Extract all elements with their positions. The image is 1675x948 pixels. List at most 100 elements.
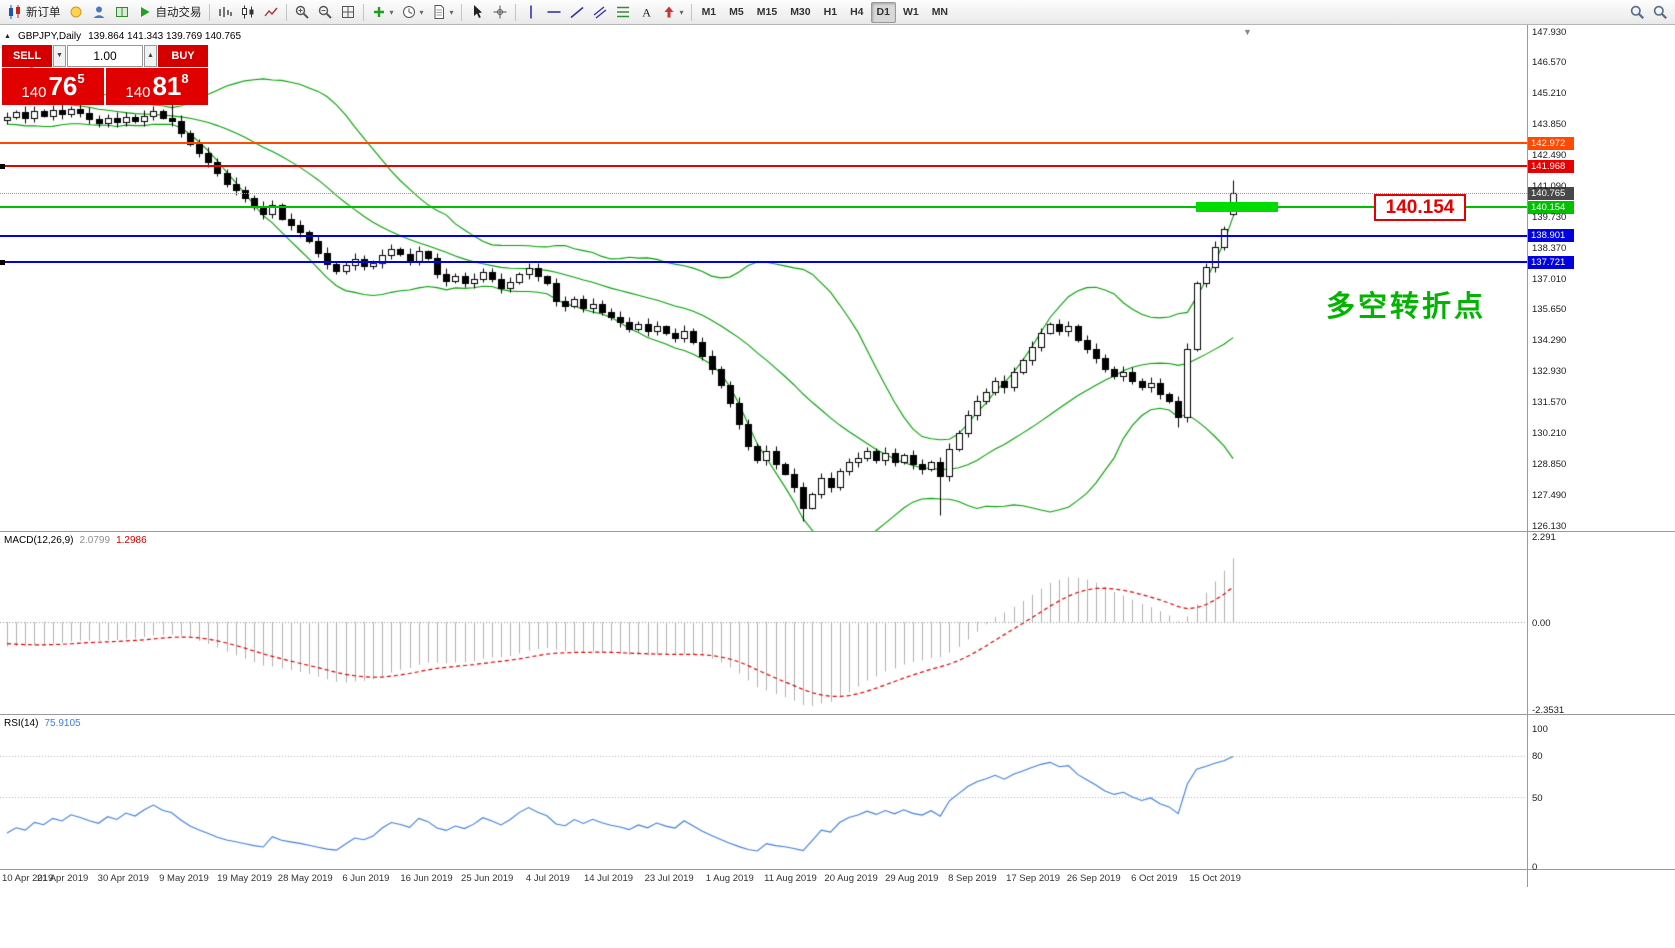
time-label: 30 Apr 2019 [97,873,149,884]
horizontal-level-line[interactable] [0,261,1527,264]
current-price-line[interactable] [0,193,1527,195]
timeframe-h4-button[interactable]: H4 [850,6,864,18]
zoom-out-button[interactable] [314,2,336,23]
svg-text:A: A [642,6,651,20]
price-tick: 138.370 [1532,242,1567,254]
periods-button[interactable]: ▾ [398,2,427,23]
rsi-indicator-label: RSI(14) 75.9105 [4,718,81,729]
time-label: 10 Apr 2019 [2,873,54,884]
rsi-chart[interactable] [0,715,1528,869]
horizontal-level-line[interactable] [0,206,1527,209]
zoom-in-button[interactable] [291,2,313,23]
arrows-icon [661,4,677,20]
chart-search-icon [1652,4,1668,20]
price-scale-badge: 140.154 [1528,200,1574,214]
buy-price-button[interactable]: 140 81 8 [106,68,208,105]
sell-price-button[interactable]: 140 76 5 [2,68,104,105]
line-chart-button[interactable] [260,2,282,23]
trendline-button[interactable] [566,2,588,23]
rsi-tick: 0 [1532,861,1538,873]
timeframe-mn-button[interactable]: MN [931,6,949,18]
sell-price-pips: 76 [48,71,78,101]
cursor-button[interactable] [466,2,488,23]
navigator-icon [114,4,130,20]
timeframe-m1-button[interactable]: M1 [701,6,717,18]
sell-price-whole: 140 [21,84,47,101]
volume-up-button[interactable]: ▲ [144,45,157,67]
timeframe-d1-button[interactable]: D1 [870,1,896,23]
buy-button[interactable]: BUY [158,45,208,67]
pane-divider-macd[interactable] [0,531,1675,532]
buy-price-frac: 8 [181,71,189,86]
crosshair-button[interactable] [489,2,511,23]
price-scale[interactable]: 147.930 146.570 145.210 143.850 142.490 141.0… [0,25,1675,948]
zoom-out-icon [317,4,333,20]
timeframe-m15-button[interactable]: M15 [756,6,778,18]
line-drag-handle[interactable] [0,259,5,265]
volume-down-button[interactable]: ▼ [53,45,66,67]
rsi-title: RSI(14) [4,718,39,729]
arrows-button[interactable]: ▾ [658,2,687,23]
cursor-icon [469,4,485,20]
volume-input[interactable] [67,45,143,67]
time-label: 20 Aug 2019 [824,873,878,884]
horizontal-line-icon [546,4,562,20]
horizontal-level-line[interactable] [0,165,1527,168]
macd-chart[interactable] [0,532,1528,714]
indicators-button[interactable]: ▾ [368,2,397,23]
time-axis-divider [0,869,1675,870]
horizontal-level-line[interactable] [0,234,1527,237]
crosshair-icon [492,4,508,20]
find-symbol-button[interactable] [1626,2,1648,23]
price-scale-badge: 138.901 [1528,229,1574,243]
chart-search-button[interactable] [1649,2,1671,23]
price-scale-badge: 140.765 [1528,186,1574,200]
timeframe-h1-button[interactable]: H1 [823,6,838,18]
trendline-icon [569,4,585,20]
candlestick-chart-button[interactable] [237,2,259,23]
price-tick: 134.290 [1532,335,1567,347]
line-drag-handle[interactable] [0,163,5,169]
timeframe-m5-button[interactable]: M5 [729,6,744,18]
price-tick: 132.930 [1532,366,1567,378]
indicator-scales: 2.291 0.00 -2.3531 100 80 50 0 [0,25,1675,948]
support-highlight-band[interactable] [1196,202,1278,213]
templates-button[interactable]: ▾ [428,2,457,23]
chart-window[interactable]: 142.972 141.968 140.765 140.154 138.901 137.7… [0,25,1675,948]
text-button[interactable]: A [635,2,657,23]
price-callout-box[interactable]: 140.154 [1374,194,1466,222]
time-label: 23 Jul 2019 [644,873,694,884]
candlestick-chart[interactable] [0,25,1528,531]
level-lines-layer: 142.972 141.968 140.765 140.154 138.901 137.7… [0,25,1675,948]
horizontal-line-button[interactable] [543,2,565,23]
price-tick: 143.850 [1532,119,1567,131]
equidistant-channel-button[interactable] [589,2,611,23]
buy-price-pips: 81 [152,71,182,101]
macd-indicator-label: MACD(12,26,9) 2.0799 1.2986 [4,535,147,546]
find-symbol-icon [1629,4,1645,20]
fibonacci-button[interactable] [612,2,634,23]
collapse-arrow-icon[interactable]: ▲ [4,33,11,40]
dropdown-caret-icon: ▾ [419,7,424,17]
tile-windows-button[interactable] [337,2,359,23]
vertical-line-button[interactable] [520,2,542,23]
turning-point-annotation[interactable]: 多空转折点 [1326,291,1487,323]
pane-divider-rsi[interactable] [0,714,1675,715]
price-tick: 139.730 [1532,211,1567,223]
chart-shift-icon[interactable]: ▼ [1243,27,1252,37]
autotrading-button[interactable]: 自动交易 [134,2,205,23]
bar-chart-button[interactable] [214,2,236,23]
new-order-icon [7,4,23,20]
timeframe-w1-button[interactable]: W1 [902,6,919,18]
vertical-line-icon [523,4,539,20]
market-watch-icon [68,4,84,20]
time-scale[interactable]: 10 Apr 2019 21 Apr 2019 30 Apr 2019 9 May 2… [0,25,1675,948]
data-window-button[interactable] [88,2,110,23]
horizontal-level-line[interactable] [0,142,1527,145]
market-watch-button[interactable] [65,2,87,23]
navigator-button[interactable] [111,2,133,23]
sell-button[interactable]: SELL [2,45,52,67]
timeframe-m30-button[interactable]: M30 [790,6,811,18]
macd-value: 2.0799 [79,535,111,546]
new-order-button[interactable]: 新订单 [4,2,64,23]
